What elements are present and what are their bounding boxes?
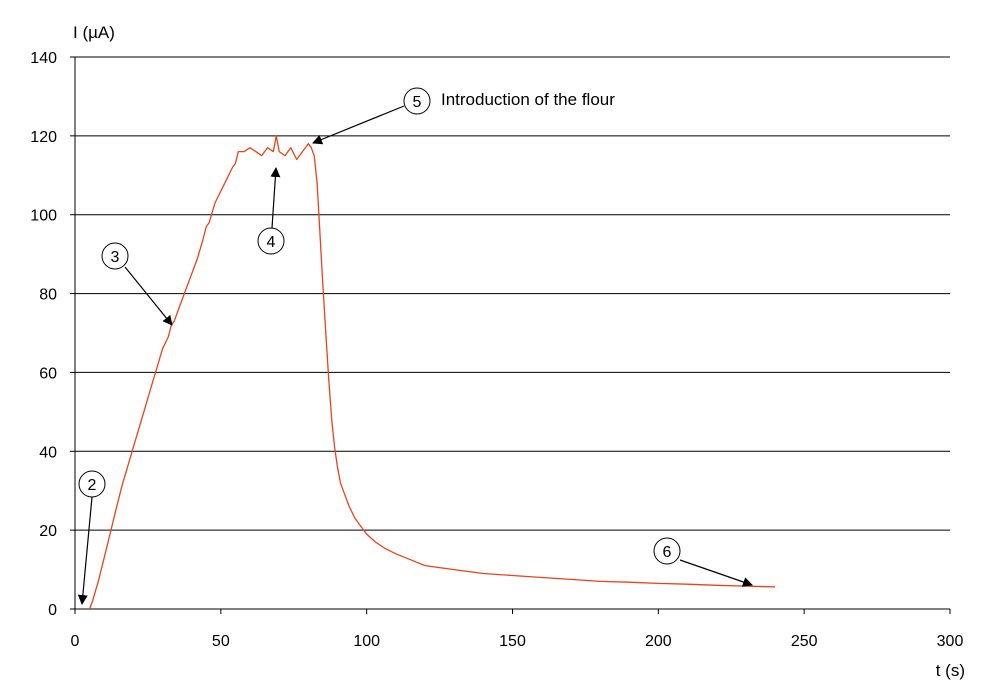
annotation-number: 2 [88,477,97,494]
annotation-arrow [679,559,753,587]
annotation-arrow [124,266,173,326]
x-tick-label: 50 [212,633,230,650]
annotation-circle [403,87,431,115]
y-tick-label: 120 [30,129,57,146]
y-tick-label: 60 [39,365,57,382]
gridlines [75,56,950,531]
axes [70,56,951,614]
annotation-arrow [270,167,281,229]
annotation-3: 3 [101,242,173,326]
annotation-arrow [77,496,93,605]
y-tick-label: 40 [39,444,57,461]
y-tick-label: 80 [39,287,57,304]
annotation-arrow [312,105,405,145]
series-line [88,135,776,610]
annotation-circle [78,470,106,498]
x-tick-label: 100 [353,633,380,650]
annotation-2: 2 [77,470,106,605]
annotation-number: 3 [111,249,120,266]
annotation-6: 6 [653,537,753,587]
annotation-circle [257,227,285,255]
x-tick-label: 0 [71,633,80,650]
y-axis-label: I (µA) [73,23,115,42]
annotation-number: 5 [413,94,422,111]
annotation-circle [101,242,129,270]
x-tick-labels: 0 50 100 150 200 250 300 [71,633,964,650]
annotation-text: Introduction of the flour [441,90,615,109]
y-tick-label: 140 [30,50,57,67]
annotation-5: 5 Introduction of the flour [312,87,615,145]
x-tick-label: 250 [791,633,818,650]
y-tick-labels: 0 20 40 60 80 100 120 140 [30,50,57,619]
annotations: 2 3 4 5 Introduction of the flour 6 [77,87,753,605]
y-tick-label: 100 [30,208,57,225]
x-tick-label: 200 [645,633,672,650]
annotation-number: 6 [663,544,672,561]
annotation-circle [653,537,681,565]
x-tick-label: 150 [499,633,526,650]
annotation-number: 4 [267,234,276,251]
x-tick-label: 300 [937,633,964,650]
y-tick-label: 0 [48,602,57,619]
x-axis-label: t (s) [936,661,965,680]
y-tick-label: 20 [39,523,57,540]
annotation-4: 4 [257,167,285,255]
